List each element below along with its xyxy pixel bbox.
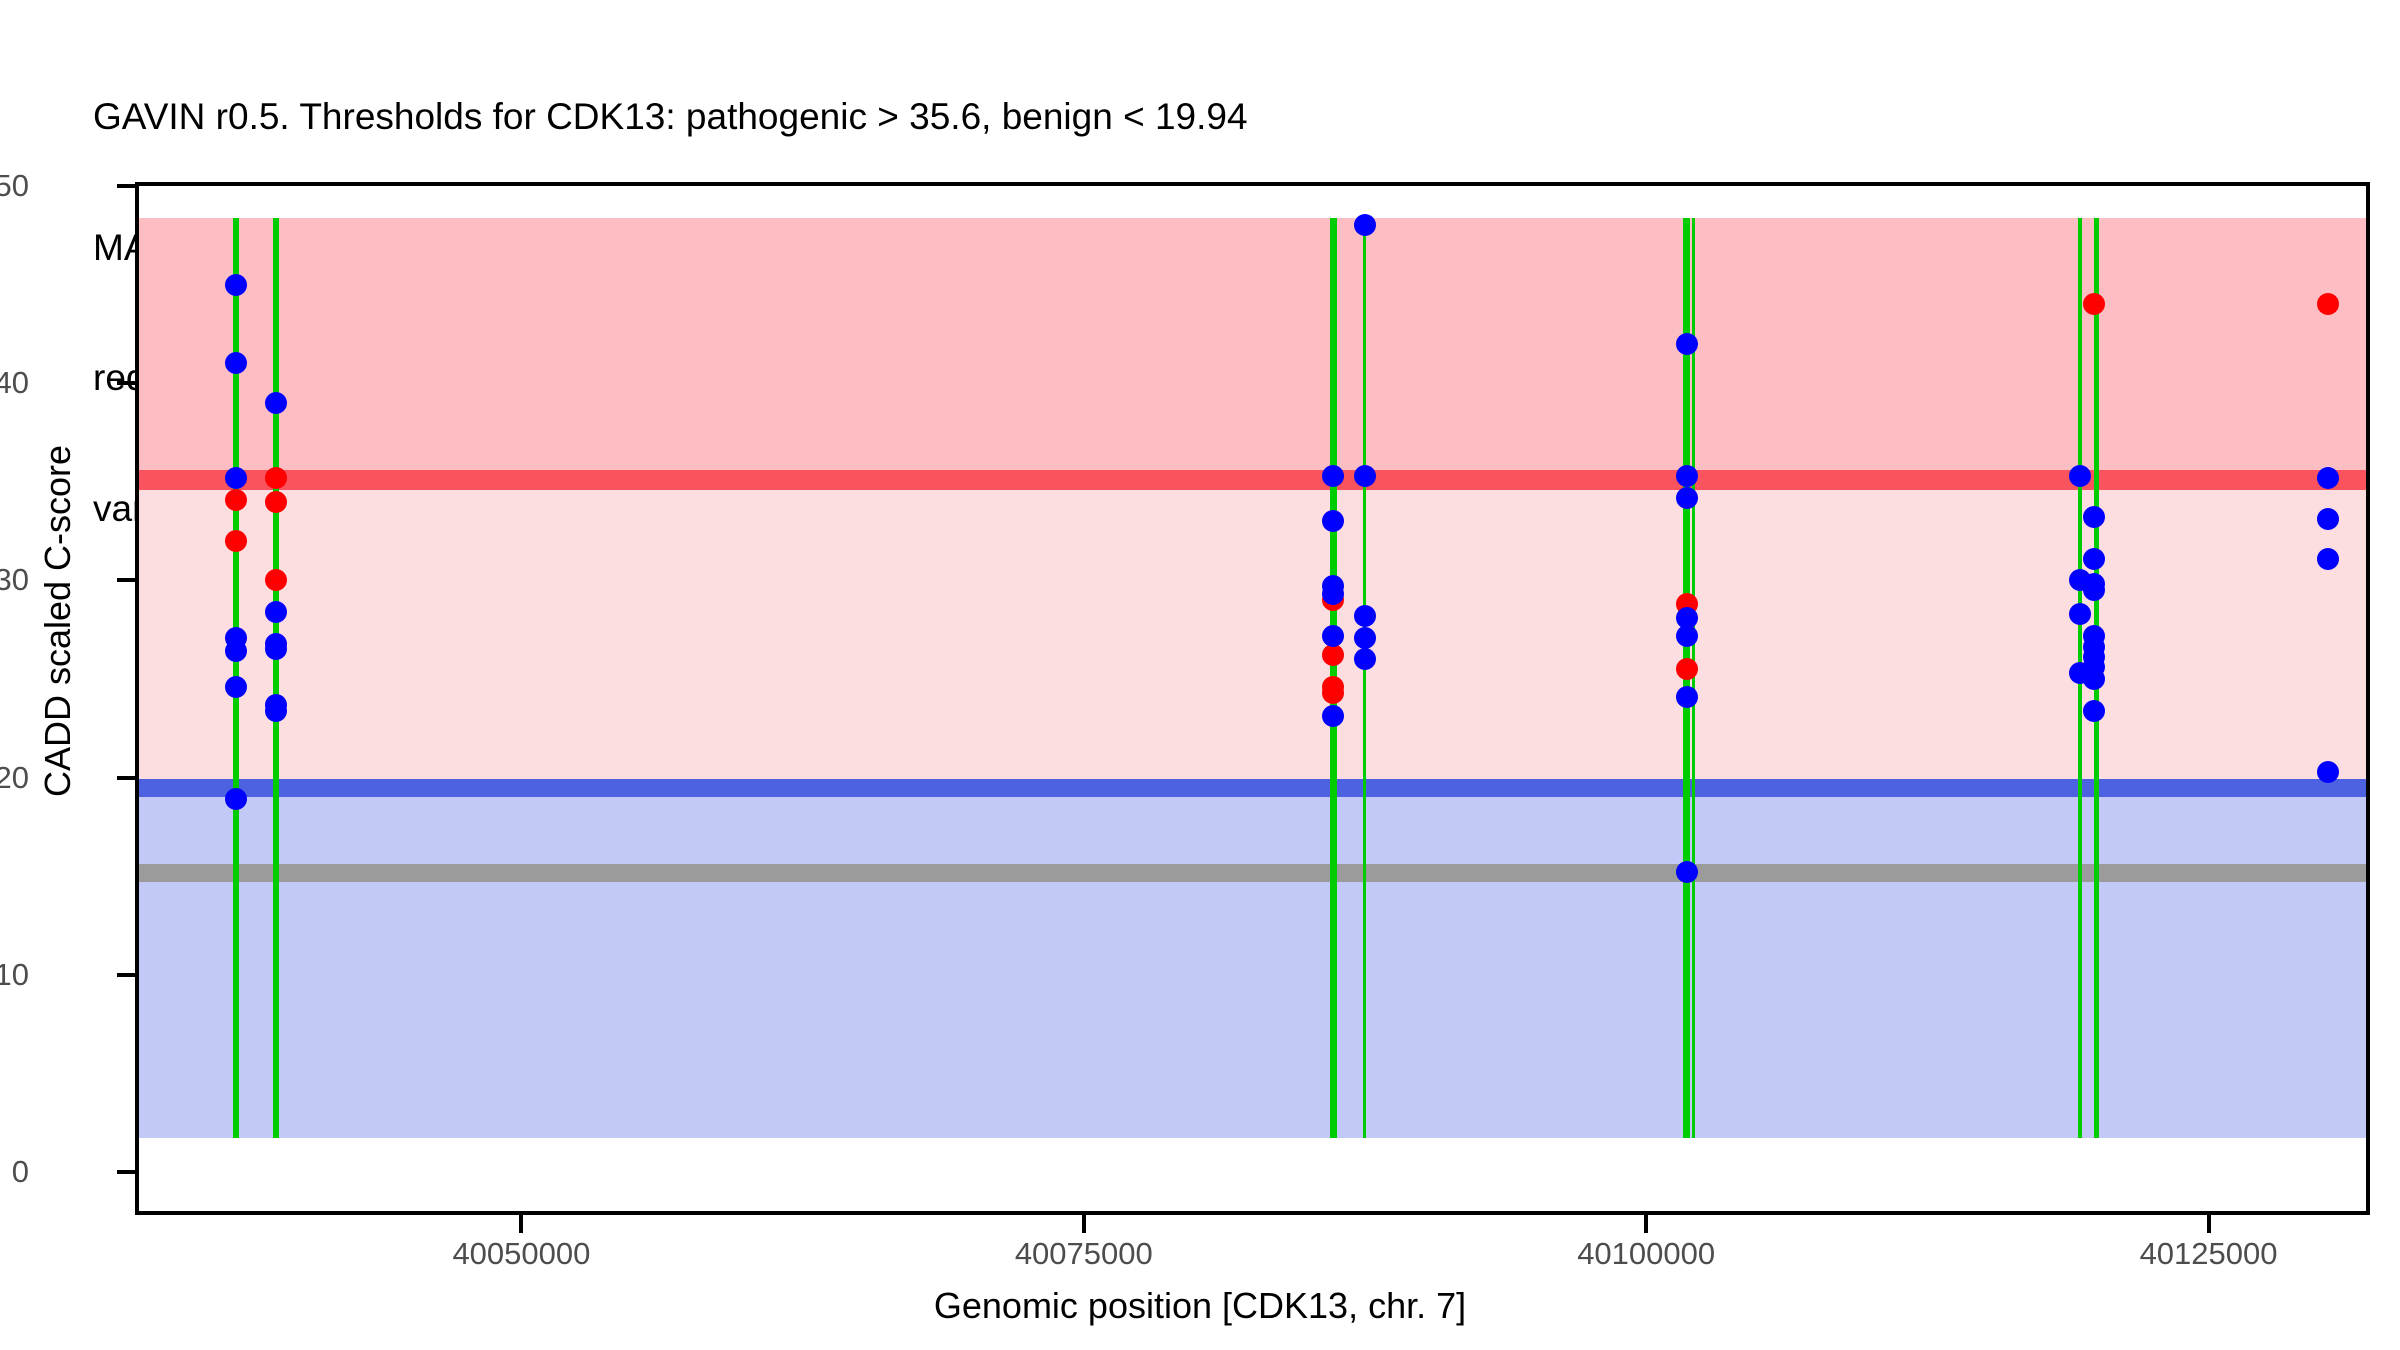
band-benign-zone-upper <box>139 797 2366 865</box>
gnomad-variant-point <box>224 466 247 489</box>
y-axis-tick-mark <box>117 775 135 780</box>
clinvar-pathogenic-point <box>224 529 247 552</box>
clinvar-pathogenic-point <box>1322 681 1345 704</box>
y-axis-tick-mark <box>117 972 135 977</box>
gnomad-variant-point <box>2082 579 2105 602</box>
gnomad-variant-point <box>1322 705 1345 728</box>
gnomad-variant-point <box>2082 668 2105 690</box>
x-axis-label: Genomic position [CDK13, chr. 7] <box>933 1285 1467 1326</box>
refseq-exon-line <box>273 217 280 1139</box>
y-axis-tick-label: 20 <box>0 759 29 795</box>
gnomad-variant-point <box>1675 332 1698 355</box>
gnomad-variant-point <box>1353 626 1376 649</box>
y-axis-tick-mark <box>117 381 135 386</box>
gnomad-variant-point <box>224 352 247 375</box>
gnomad-variant-point <box>2082 506 2105 529</box>
gnomad-variant-point <box>1675 624 1698 647</box>
gnomad-variant-point <box>2082 699 2105 722</box>
y-axis-tick-mark <box>117 1170 135 1174</box>
gnomad-variant-point <box>1353 464 1376 487</box>
x-axis-tick-mark <box>1081 1215 1086 1233</box>
band-benign-threshold <box>139 778 2366 798</box>
y-axis-tick-mark <box>117 578 135 583</box>
y-axis-tick-label: 50 <box>0 168 29 203</box>
gnomad-variant-point <box>1675 486 1698 509</box>
gnomad-variant-point <box>265 638 288 661</box>
gnomad-variant-point <box>2082 547 2105 570</box>
y-axis-tick-label: 10 <box>0 956 29 992</box>
clinvar-pathogenic-point <box>265 569 288 592</box>
gnomad-variant-point <box>224 273 247 296</box>
gnomad-variant-point <box>2316 508 2339 531</box>
gnomad-variant-point <box>265 600 288 623</box>
gnomad-variant-point <box>265 391 288 414</box>
gnomad-variant-point <box>2316 466 2339 489</box>
gnomad-variant-point <box>1322 624 1345 647</box>
plot-panel <box>139 186 2366 1211</box>
band-vous-zone <box>139 489 2366 779</box>
gnomad-variant-point <box>1353 214 1376 237</box>
y-axis-tick-label: 40 <box>0 365 29 401</box>
clinvar-pathogenic-point <box>1322 644 1345 667</box>
band-pathogenic-zone <box>139 217 2366 470</box>
y-axis-tick-label: 30 <box>0 562 29 598</box>
clinvar-pathogenic-point <box>2082 293 2105 316</box>
gnomad-variant-point <box>1675 606 1698 629</box>
clinvar-pathogenic-point <box>2316 293 2339 316</box>
y-axis-label: CADD scaled C-score <box>37 444 78 798</box>
band-fallback-threshold <box>139 864 2366 883</box>
title-line-1: GAVIN r0.5. Thresholds for CDK13: pathog… <box>93 96 1248 137</box>
gnomad-variant-point <box>1322 464 1345 487</box>
clinvar-pathogenic-point <box>1675 658 1698 681</box>
x-axis-tick-mark <box>1644 1215 1649 1233</box>
gnomad-variant-point <box>224 640 247 663</box>
band-benign-zone-lower <box>139 882 2366 1139</box>
clinvar-pathogenic-point <box>224 488 247 511</box>
band-pathogenic-threshold <box>139 469 2366 490</box>
x-axis-tick-mark <box>2206 1215 2211 1233</box>
gnomad-variant-point <box>2069 464 2092 487</box>
gnomad-variant-point <box>1675 464 1698 487</box>
x-axis-tick-label: 40125000 <box>2139 1236 2278 1271</box>
x-axis-tick-mark <box>519 1215 524 1233</box>
gnomad-variant-point <box>1675 685 1698 708</box>
gnomad-variant-point <box>2316 760 2339 783</box>
y-axis-tick-mark <box>117 184 135 188</box>
gnomad-variant-point <box>1675 861 1698 884</box>
gnomad-variant-point <box>1322 583 1345 606</box>
gnomad-variant-point <box>224 675 247 698</box>
x-axis-tick-label: 40100000 <box>1577 1236 1716 1271</box>
gnomad-variant-point <box>2069 602 2092 625</box>
y-axis-tick-label: 0 <box>11 1154 29 1189</box>
x-axis-tick-label: 40050000 <box>452 1236 591 1271</box>
gnomad-variant-point <box>224 788 247 811</box>
clinvar-pathogenic-point <box>265 466 288 489</box>
x-axis-tick-label: 40075000 <box>1014 1236 1153 1271</box>
clinvar-pathogenic-point <box>265 490 288 513</box>
gnomad-variant-point <box>2316 547 2339 570</box>
gnomad-variant-point <box>1322 510 1345 533</box>
plot-frame <box>135 182 2370 1215</box>
refseq-exon-line <box>1363 217 1367 1139</box>
refseq-exon-line <box>1691 217 1695 1139</box>
gnomad-variant-point <box>1353 604 1376 627</box>
gnomad-variant-point <box>1353 648 1376 671</box>
gnomad-variant-point <box>265 699 288 722</box>
